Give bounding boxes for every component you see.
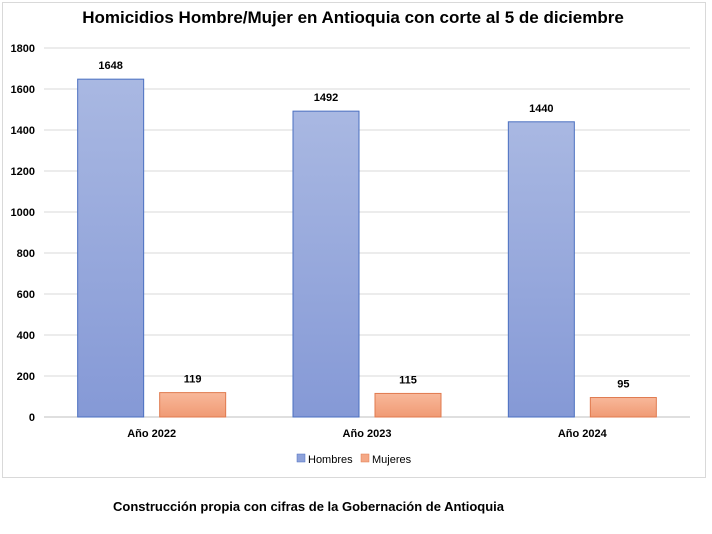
y-tick-label: 600 [17,289,35,301]
bar-mujeres-1 [159,392,227,418]
bar-hombres-2 [292,110,360,418]
x-tick-label: Año 2024 [558,428,608,440]
data-label: 95 [617,379,629,391]
legend-swatch-mujeres [360,453,370,463]
bar-hombres-3 [507,121,575,418]
legend-label-mujeres: Mujeres [372,454,412,466]
bar-mujeres-2 [374,392,442,418]
legend-swatch-hombres [296,453,306,463]
y-tick-label: 1400 [11,125,35,137]
y-tick-label: 800 [17,248,35,260]
data-label: 1492 [314,92,338,104]
legend-label-hombres: Hombres [308,454,353,466]
y-tick-label: 1200 [11,166,35,178]
data-label: 115 [399,374,417,386]
y-tick-label: 1600 [11,84,35,96]
y-tick-label: 400 [17,330,35,342]
bar-mujeres-3 [589,397,657,418]
y-tick-label: 1000 [11,207,35,219]
y-tick-label: 0 [29,412,35,424]
y-tick-label: 1800 [11,43,35,55]
data-label: 1440 [529,103,553,115]
data-label: 119 [184,374,202,386]
y-tick-label: 200 [17,371,35,383]
bar-hombres-1 [77,78,145,418]
chart-title: Homicidios Hombre/Mujer en Antioquia con… [82,8,624,27]
source-caption: Construcción propia con cifras de la Gob… [113,499,505,514]
data-label: 1648 [98,60,122,72]
x-tick-label: Año 2022 [127,428,176,440]
x-tick-label: Año 2023 [343,428,392,440]
